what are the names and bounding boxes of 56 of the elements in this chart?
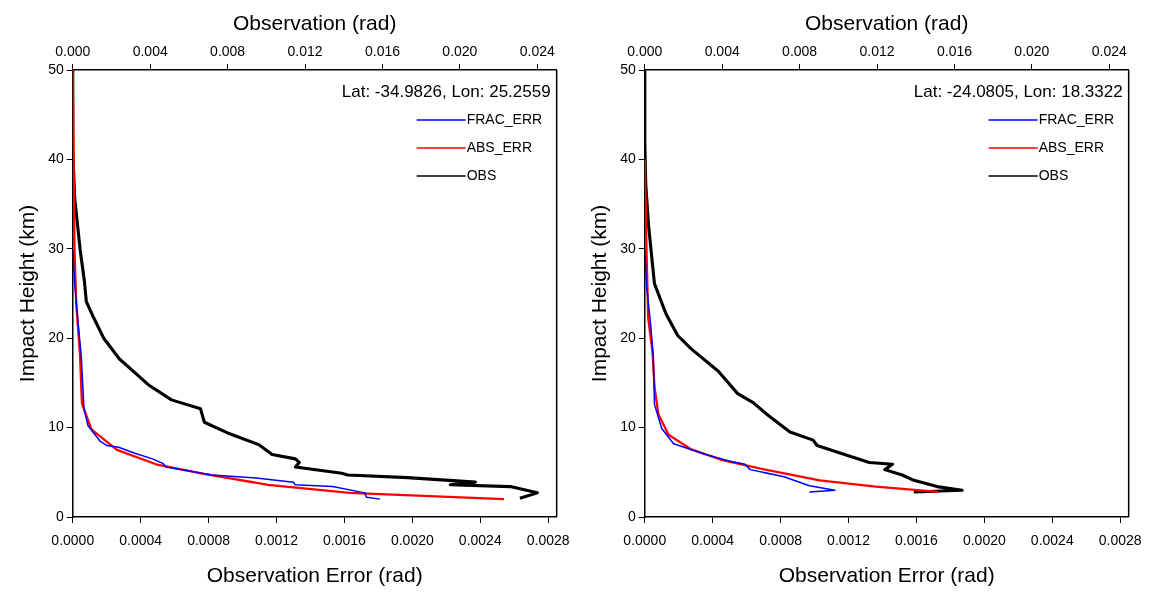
y-axis-title: Impact Height (km) <box>15 204 39 383</box>
y-tick-label: 50 <box>48 60 64 77</box>
x2-tick-label: 0.024 <box>1091 43 1128 60</box>
x2-tick-label: 0.024 <box>519 43 556 60</box>
x-tick-label: 0.0004 <box>119 532 163 549</box>
x-axis-title: Observation Error (rad) <box>778 563 995 587</box>
x-tick-label: 0.0020 <box>390 532 434 549</box>
y-tick-label: 20 <box>620 329 636 346</box>
x-tick-label: 0.0000 <box>51 532 95 549</box>
x-tick-label: 0.0000 <box>623 532 667 549</box>
y-tick-label: 20 <box>48 329 64 346</box>
legend-label: ABS_ERR <box>1038 138 1105 155</box>
x-tick-label: 0.0016 <box>323 532 367 549</box>
y-tick-label: 50 <box>620 60 636 77</box>
annotation: Lat: -34.9826, Lon: 25.2559 <box>341 81 551 101</box>
y-tick-label: 10 <box>620 418 636 435</box>
x2-tick-label: 0.020 <box>1014 43 1050 60</box>
x2-tick-label: 0.004 <box>132 43 168 60</box>
legend-label: FRAC_ERR <box>466 110 543 127</box>
y-tick-label: 40 <box>48 150 64 167</box>
y-tick-label: 0 <box>55 507 64 524</box>
x2-axis-title: Observation (rad) <box>805 11 969 35</box>
y-tick-label: 0 <box>627 507 636 524</box>
x2-axis-title: Observation (rad) <box>233 11 397 35</box>
legend-label: OBS <box>466 166 497 183</box>
x2-tick-label: 0.012 <box>859 43 895 60</box>
x-tick-label: 0.0016 <box>895 532 939 549</box>
x-tick-label: 0.0024 <box>1030 532 1074 549</box>
x2-tick-label: 0.016 <box>936 43 973 60</box>
x-tick-label: 0.0012 <box>255 532 299 549</box>
x-tick-label: 0.0004 <box>691 532 735 549</box>
annotation: Lat: -24.0805, Lon: 18.3322 <box>913 81 1123 101</box>
x2-tick-label: 0.008 <box>210 43 246 60</box>
x-tick-label: 0.0008 <box>759 532 803 549</box>
legend-label: ABS_ERR <box>466 138 533 155</box>
x-tick-label: 0.0020 <box>962 532 1006 549</box>
x2-tick-label: 0.008 <box>782 43 818 60</box>
y-tick-label: 30 <box>620 239 636 256</box>
legend-label: FRAC_ERR <box>1038 110 1115 127</box>
x-tick-label: 0.0028 <box>526 532 570 549</box>
x-tick-label: 0.0008 <box>187 532 231 549</box>
x2-tick-label: 0.016 <box>364 43 401 60</box>
y-tick-label: 10 <box>48 418 64 435</box>
x2-tick-label: 0.012 <box>287 43 323 60</box>
x-tick-label: 0.0028 <box>1098 532 1142 549</box>
x-tick-label: 0.0012 <box>827 532 871 549</box>
x2-tick-label: 0.004 <box>704 43 740 60</box>
x2-tick-label: 0.000 <box>55 43 91 60</box>
y-tick-label: 40 <box>620 150 636 167</box>
x-tick-label: 0.0024 <box>458 532 502 549</box>
y-tick-label: 30 <box>48 239 64 256</box>
x2-tick-label: 0.020 <box>442 43 478 60</box>
y-axis-title: Impact Height (km) <box>587 204 611 383</box>
x-axis-title: Observation Error (rad) <box>206 563 423 587</box>
legend-label: OBS <box>1038 166 1069 183</box>
x2-tick-label: 0.000 <box>627 43 663 60</box>
